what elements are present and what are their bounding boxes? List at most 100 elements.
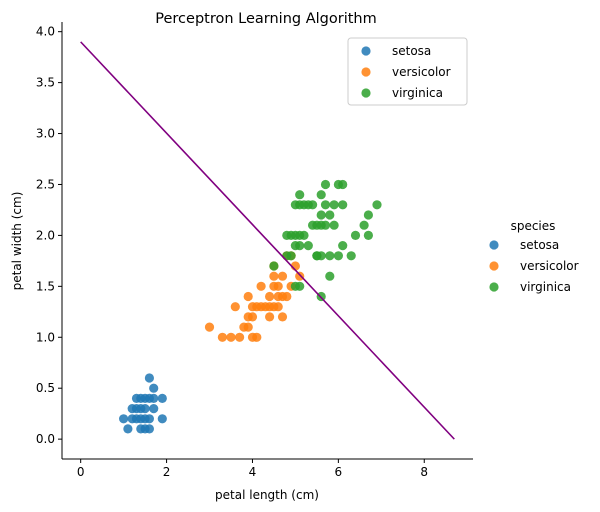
virginica-point bbox=[290, 200, 300, 210]
setosa-point bbox=[123, 424, 133, 434]
y-tick-label: 2.5 bbox=[36, 177, 55, 191]
points-layer bbox=[119, 179, 382, 434]
setosa-point bbox=[144, 373, 154, 383]
versicolor-point bbox=[243, 322, 253, 332]
setosa-point bbox=[157, 393, 167, 403]
versicolor-point bbox=[243, 291, 253, 302]
x-tick-label: 2 bbox=[163, 465, 171, 479]
y-ticks: 0.0 0.5 1.0 1.5 2.0 2.5 3.0 3.5 4.0 bbox=[36, 25, 62, 446]
inner-legend-label-virginica: virginica bbox=[392, 86, 443, 100]
outer-legend-marker-setosa bbox=[489, 240, 499, 250]
versicolor-point bbox=[269, 271, 279, 281]
virginica-point bbox=[372, 200, 382, 210]
virginica-point bbox=[325, 251, 335, 261]
inner-legend-label-setosa: setosa bbox=[392, 44, 431, 58]
setosa-point bbox=[149, 383, 159, 393]
y-tick-label: 0.0 bbox=[36, 432, 55, 446]
inner-legend-marker-versicolor bbox=[361, 67, 371, 77]
outer-legend-label-setosa: setosa bbox=[520, 238, 559, 252]
virginica-point bbox=[303, 241, 313, 251]
virginica-point bbox=[363, 230, 373, 240]
virginica-point bbox=[269, 261, 279, 271]
decision-line bbox=[80, 41, 455, 440]
virginica-point bbox=[320, 220, 331, 230]
versicolor-point bbox=[247, 312, 258, 322]
inner-legend-frame bbox=[347, 37, 468, 106]
setosa-point bbox=[144, 414, 154, 424]
x-tick-label: 8 bbox=[420, 465, 428, 479]
virginica-point bbox=[295, 241, 305, 251]
setosa-point bbox=[127, 404, 137, 414]
virginica-point bbox=[316, 251, 326, 261]
virginica-point bbox=[320, 179, 331, 190]
inner-legend: setosa versicolor virginica bbox=[347, 37, 468, 106]
virginica-point bbox=[338, 179, 348, 190]
inner-legend-items: setosa versicolor virginica bbox=[361, 44, 451, 100]
x-tick-label: 6 bbox=[335, 465, 343, 479]
outer-legend-marker-virginica bbox=[489, 282, 499, 292]
setosa-point bbox=[119, 414, 129, 424]
versicolor-point bbox=[277, 271, 288, 281]
inner-legend-marker-setosa bbox=[361, 46, 371, 56]
x-tick-label: 0 bbox=[77, 465, 85, 479]
outer-legend: species setosa versicolor virginica bbox=[489, 219, 579, 294]
inner-legend-label-versicolor: versicolor bbox=[392, 65, 451, 79]
virginica-point bbox=[338, 241, 348, 251]
setosa-point bbox=[149, 393, 159, 403]
versicolor-point bbox=[265, 291, 275, 302]
virginica-point bbox=[286, 251, 296, 261]
virginica-point bbox=[363, 210, 373, 220]
virginica-point bbox=[320, 200, 331, 210]
virginica-point bbox=[333, 251, 343, 261]
y-tick-label: 1.0 bbox=[36, 330, 55, 344]
versicolor-point bbox=[235, 332, 245, 342]
inner-legend-marker-virginica bbox=[361, 88, 371, 98]
virginica-point bbox=[325, 210, 335, 220]
setosa-point bbox=[144, 424, 154, 434]
x-tick-label: 4 bbox=[249, 465, 257, 479]
versicolor-point bbox=[273, 302, 283, 312]
setosa-point bbox=[149, 404, 159, 414]
plot-area bbox=[80, 41, 455, 440]
virginica-point bbox=[325, 271, 335, 281]
y-tick-label: 2.0 bbox=[36, 228, 55, 242]
versicolor-point bbox=[252, 332, 262, 342]
y-tick-label: 3.0 bbox=[36, 127, 55, 141]
virginica-point bbox=[350, 230, 361, 240]
setosa-point bbox=[136, 393, 146, 403]
outer-legend-label-versicolor: versicolor bbox=[520, 259, 579, 273]
chart-title: Perceptron Learning Algorithm bbox=[155, 11, 376, 27]
virginica-point bbox=[329, 220, 339, 230]
y-tick-label: 0.5 bbox=[36, 381, 55, 395]
setosa-point bbox=[157, 414, 167, 424]
versicolor-point bbox=[273, 281, 283, 291]
virginica-point bbox=[299, 230, 309, 240]
outer-legend-label-virginica: virginica bbox=[520, 280, 571, 294]
versicolor-point bbox=[282, 291, 292, 302]
outer-legend-title: species bbox=[511, 219, 556, 233]
virginica-point bbox=[295, 281, 305, 291]
versicolor-point bbox=[265, 312, 275, 322]
virginica-point bbox=[308, 200, 318, 210]
outer-legend-items: setosa versicolor virginica bbox=[489, 238, 579, 294]
virginica-point bbox=[346, 251, 356, 261]
setosa-point bbox=[140, 404, 150, 414]
y-tick-label: 1.5 bbox=[36, 279, 55, 293]
virginica-point bbox=[282, 230, 292, 240]
virginica-point bbox=[338, 200, 348, 210]
x-axis-label: petal length (cm) bbox=[215, 488, 319, 502]
virginica-point bbox=[329, 200, 339, 210]
virginica-point bbox=[359, 220, 369, 230]
axes: 0 2 4 6 8 0.0 0.5 1.0 1.5 2.0 2.5 3.0 3.5 4.0 bbox=[36, 22, 473, 479]
versicolor-point bbox=[256, 281, 266, 291]
versicolor-point bbox=[230, 302, 240, 312]
versicolor-point bbox=[277, 312, 288, 322]
y-tick-label: 3.5 bbox=[36, 76, 55, 90]
virginica-point bbox=[316, 190, 326, 200]
outer-legend-marker-versicolor bbox=[489, 261, 499, 271]
x-ticks: 0 2 4 6 8 bbox=[77, 459, 428, 479]
versicolor-point bbox=[226, 332, 236, 342]
virginica-point bbox=[316, 210, 326, 220]
y-axis-label: petal width (cm) bbox=[10, 192, 24, 291]
